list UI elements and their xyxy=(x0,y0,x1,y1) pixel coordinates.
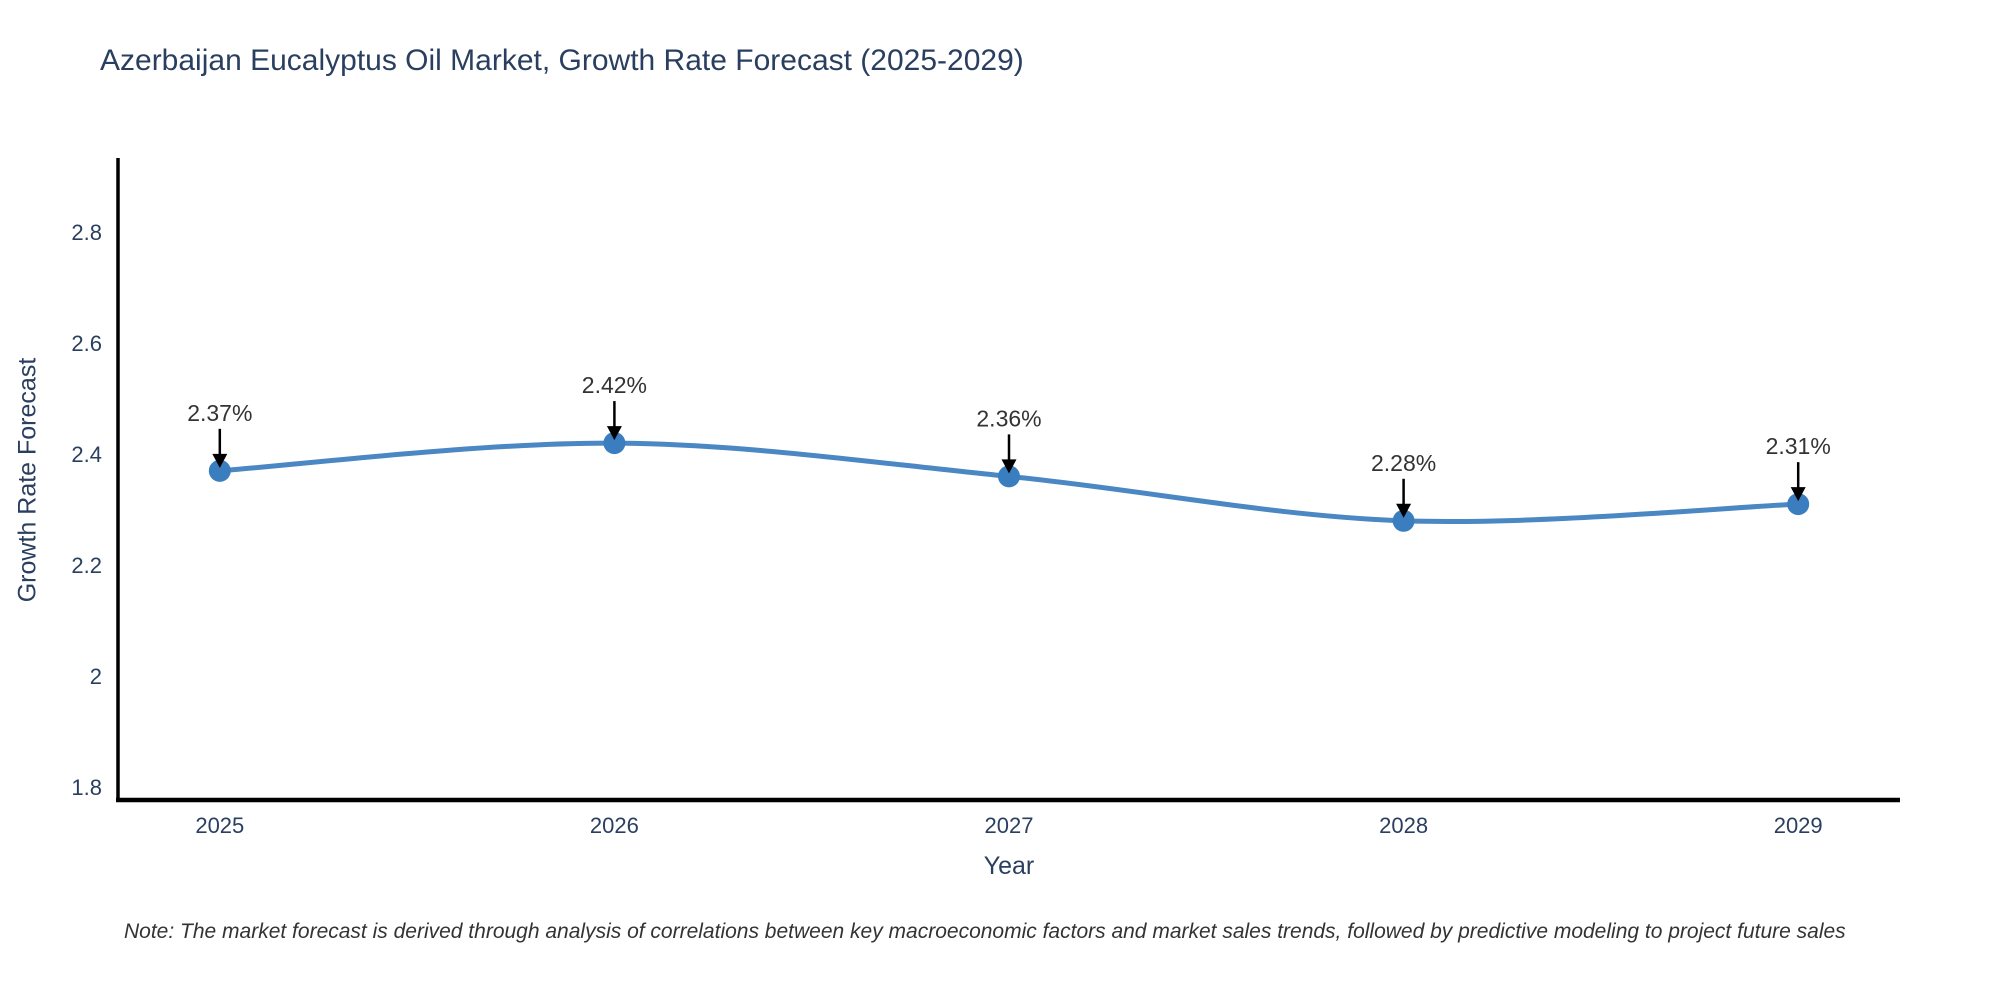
data-point-label: 2.31% xyxy=(1766,433,1831,459)
annotation-arrow-head xyxy=(212,453,228,468)
annotation-arrow-head xyxy=(1790,487,1806,502)
x-tick-label: 2029 xyxy=(1774,813,1823,838)
chart-title: Azerbaijan Eucalyptus Oil Market, Growth… xyxy=(100,44,1024,77)
annotation-arrow-head xyxy=(1396,503,1412,518)
y-tick-label: 2.4 xyxy=(71,442,102,467)
annotation-arrow-head xyxy=(1001,459,1017,474)
y-tick-label: 2.6 xyxy=(71,331,102,356)
x-tick-label: 2027 xyxy=(985,813,1034,838)
data-point xyxy=(208,459,231,482)
y-tick-label: 2 xyxy=(90,664,102,689)
x-tick-label: 2026 xyxy=(590,813,639,838)
data-point xyxy=(998,465,1020,488)
x-tick-label: 2025 xyxy=(195,813,244,838)
y-tick-label: 1.8 xyxy=(71,775,102,800)
data-point-label: 2.28% xyxy=(1371,450,1436,476)
y-tick-label: 2.8 xyxy=(71,220,102,245)
data-point-label: 2.42% xyxy=(582,372,647,398)
annotation-arrow-head xyxy=(606,426,622,441)
data-point-label: 2.37% xyxy=(187,400,252,426)
data-point xyxy=(603,432,626,455)
x-axis-title: Year xyxy=(983,852,1035,880)
x-tick-label: 2028 xyxy=(1379,813,1428,838)
data-point xyxy=(1787,493,1810,516)
y-tick-label: 2.2 xyxy=(71,553,102,578)
footnote: Note: The market forecast is derived thr… xyxy=(124,920,1846,943)
data-point-label: 2.36% xyxy=(976,405,1041,431)
data-point xyxy=(1392,509,1415,532)
